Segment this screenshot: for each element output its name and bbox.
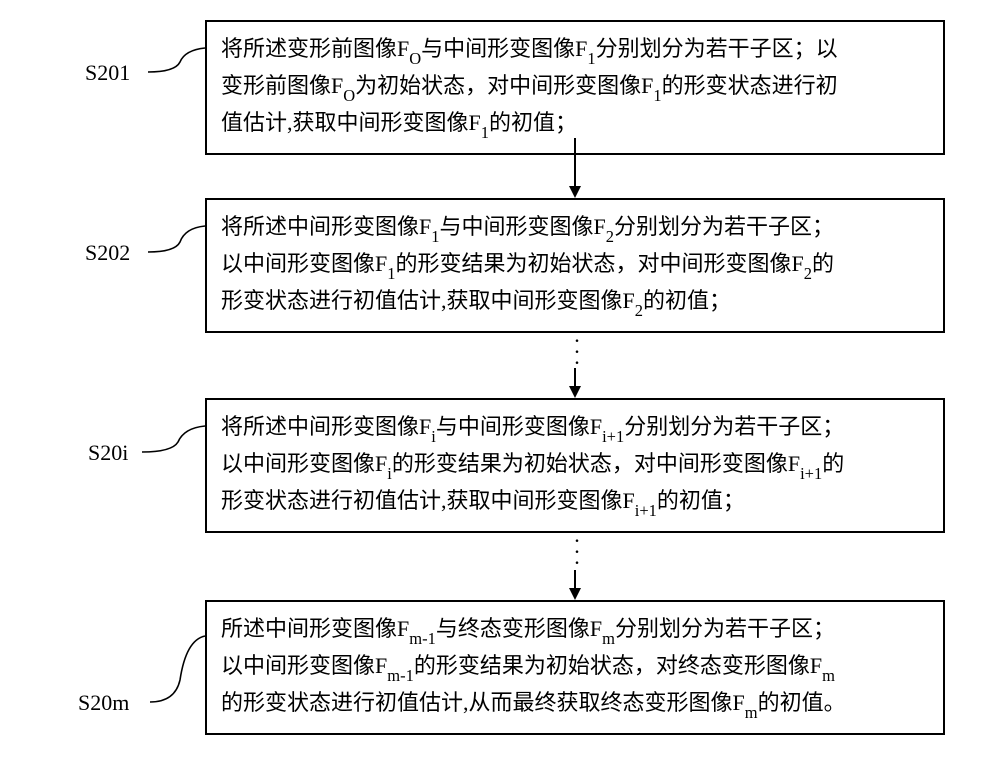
text: 与中间形变图像F	[440, 214, 606, 239]
text: 的初值；	[489, 110, 577, 135]
step-label-s20m: S20m	[78, 690, 129, 716]
subscript: i+1	[800, 464, 822, 483]
text: 分别划分为若干子区；	[615, 616, 835, 641]
text: 的初值。	[758, 690, 846, 715]
flowchart-canvas: S201 S202 S20i S20m 将所述变形前图像FO与中间形变图像F1分…	[0, 0, 1000, 784]
text: 以中间形变图像F	[221, 251, 387, 276]
text: 为初始状态，对中间形变图像F	[355, 73, 653, 98]
text: 分别划分为若干子区；	[614, 214, 834, 239]
text: 的形变状态进行初	[662, 73, 838, 98]
subscript: m-1	[387, 666, 414, 685]
text: 形变状态进行初值估计,获取中间形变图像F	[221, 488, 635, 513]
subscript: O	[343, 86, 355, 105]
text: 以中间形变图像F	[221, 451, 387, 476]
step-label-s202: S202	[85, 240, 130, 266]
subscript: 1	[387, 264, 395, 283]
text: 与中间形变图像F	[436, 414, 602, 439]
step-label-s201: S201	[85, 60, 130, 86]
text: 值估计,获取中间形变图像F	[221, 110, 481, 135]
subscript: i+1	[602, 427, 624, 446]
text: 的	[812, 251, 834, 276]
step-label-s20i: S20i	[88, 440, 128, 466]
text: 变形前图像F	[221, 73, 343, 98]
subscript: i	[387, 464, 392, 483]
step-box-s201: 将所述变形前图像FO与中间形变图像F1分别划分为若干子区；以 变形前图像FO为初…	[205, 20, 945, 155]
subscript: m-1	[409, 629, 436, 648]
text: 形变状态进行初值估计,获取中间形变图像F	[221, 288, 635, 313]
text: 与中间形变图像F	[421, 36, 587, 61]
text: 与终态变形图像F	[436, 616, 602, 641]
text: 的	[822, 451, 844, 476]
text: 将所述变形前图像F	[221, 36, 409, 61]
subscript: 2	[606, 227, 614, 246]
subscript: m	[602, 629, 615, 648]
step-box-s202: 将所述中间形变图像F1与中间形变图像F2分别划分为若干子区； 以中间形变图像F1…	[205, 198, 945, 333]
subscript: i	[431, 427, 436, 446]
text: 的初值；	[657, 488, 745, 513]
text: 将所述中间形变图像F	[221, 214, 431, 239]
text: 分别划分为若干子区；	[624, 414, 844, 439]
text: 的形变结果为初始状态，对中间形变图像F	[396, 251, 804, 276]
text: 的形变结果为初始状态，对中间形变图像F	[392, 451, 800, 476]
step-box-s20m: 所述中间形变图像Fm-1与终态变形图像Fm分别划分为若干子区； 以中间形变图像F…	[205, 600, 945, 735]
subscript: 2	[804, 264, 812, 283]
subscript: 1	[653, 86, 661, 105]
text: 的形变状态进行初值估计,从而最终获取终态变形图像F	[221, 690, 745, 715]
text: 的初值；	[643, 288, 731, 313]
text: 以中间形变图像F	[221, 653, 387, 678]
subscript: i+1	[635, 501, 657, 520]
subscript: m	[745, 703, 758, 722]
text: 的形变结果为初始状态，对终态变形图像F	[414, 653, 822, 678]
text: 将所述中间形变图像F	[221, 414, 431, 439]
text: 分别划分为若干子区；以	[596, 36, 838, 61]
subscript: 1	[587, 49, 595, 68]
subscript: 1	[481, 123, 489, 142]
text: 所述中间形变图像F	[221, 616, 409, 641]
vertical-ellipsis-icon: ...	[567, 528, 587, 564]
subscript: 1	[431, 227, 439, 246]
vertical-ellipsis-icon: ...	[567, 328, 587, 364]
step-box-s20i: 将所述中间形变图像Fi与中间形变图像Fi+1分别划分为若干子区； 以中间形变图像…	[205, 398, 945, 533]
subscript: O	[409, 49, 421, 68]
subscript: m	[822, 666, 835, 685]
subscript: 2	[635, 301, 643, 320]
